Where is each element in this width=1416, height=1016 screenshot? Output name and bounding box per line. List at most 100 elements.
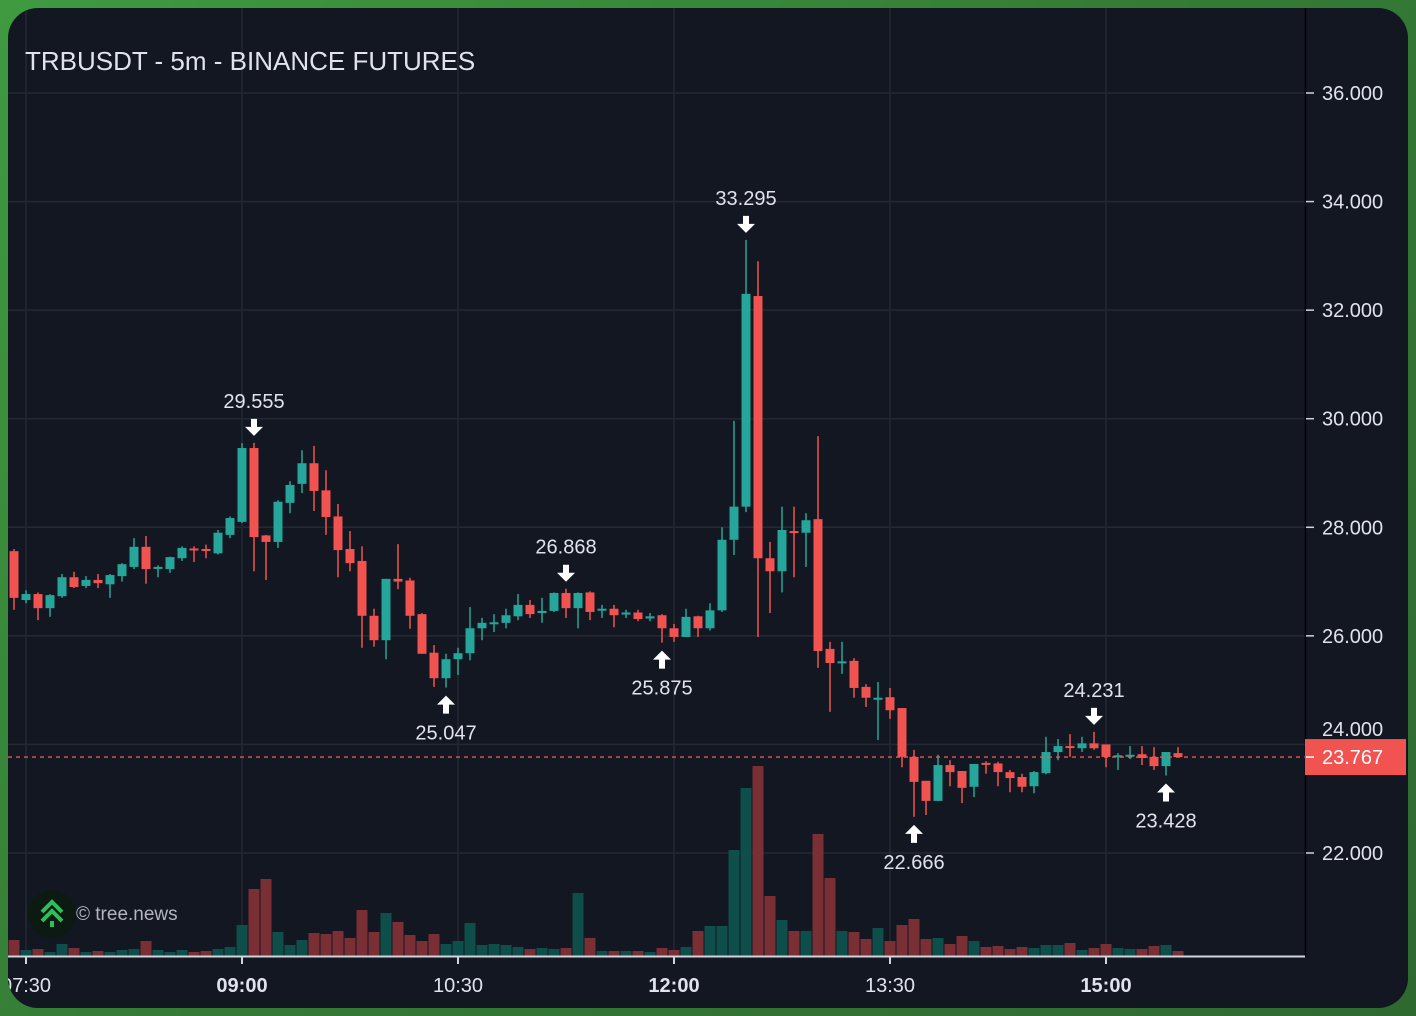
volume-bar	[824, 878, 836, 956]
candle-body	[333, 516, 343, 551]
price-tick-label: 22.000	[1322, 843, 1383, 865]
candle-body	[57, 577, 67, 597]
candle-body	[609, 608, 619, 616]
candle-body	[717, 539, 727, 611]
candle	[405, 577, 415, 629]
candle-body	[33, 594, 43, 609]
candle-body	[549, 592, 559, 611]
high-price-label: 29.555	[223, 391, 284, 413]
candle	[873, 682, 883, 741]
candle	[633, 609, 643, 622]
low-marker: 23.428	[1135, 783, 1197, 832]
candle	[297, 450, 307, 494]
arrow-down-icon	[245, 418, 263, 436]
volume-bar	[632, 951, 644, 956]
candle-body	[585, 592, 595, 612]
candle	[273, 500, 283, 548]
candle	[357, 546, 367, 648]
candle-body	[561, 592, 571, 609]
tree-news-logo-icon	[28, 890, 76, 938]
volume-bar	[1112, 948, 1124, 956]
candle-body	[1077, 743, 1087, 749]
candle-body	[381, 578, 391, 641]
candle-body	[765, 558, 775, 572]
candle	[585, 591, 595, 621]
candle-body	[981, 762, 991, 765]
candle	[501, 608, 511, 629]
candle-body	[753, 296, 763, 559]
volume-bar	[320, 934, 332, 956]
candle-body	[537, 610, 547, 614]
candle	[417, 613, 427, 654]
candle	[969, 763, 979, 798]
candle-body	[225, 518, 235, 535]
candle	[765, 541, 775, 614]
candle-body	[525, 604, 535, 615]
chart-title: TRBUSDT - 5m - BINANCE FUTURES	[25, 46, 476, 76]
low-price-label: 25.875	[631, 678, 692, 700]
candle	[309, 445, 319, 512]
candle	[789, 506, 799, 578]
candle	[1137, 746, 1147, 766]
last-price-label: 23.767	[1305, 739, 1406, 776]
candle-body	[1053, 746, 1063, 753]
high-marker: 33.295	[715, 188, 777, 233]
volume-bar	[452, 941, 464, 956]
volume-bar	[1136, 949, 1148, 956]
annotations: 29.555 25.047 26.868 25.875 33.295 22.666 24.2…	[223, 188, 1196, 874]
candle	[813, 436, 823, 668]
arrow-up-icon	[1157, 783, 1175, 802]
time-tick-label: 13:30	[865, 975, 915, 997]
candle-body	[1137, 754, 1147, 758]
volume-bar	[656, 948, 668, 956]
candle	[861, 684, 871, 707]
candle-body	[933, 765, 943, 801]
volume-bar	[908, 919, 920, 956]
candle	[81, 576, 91, 589]
candle	[1077, 736, 1087, 753]
volume-bar	[1124, 949, 1136, 956]
candle-body	[297, 463, 307, 484]
volume-bar	[104, 952, 116, 956]
arrow-up-icon	[653, 650, 671, 669]
volume-bar	[236, 925, 248, 956]
candle-body	[177, 547, 187, 559]
volume-bar	[692, 931, 704, 956]
last-price-value: 23.767	[1322, 747, 1383, 769]
candle-body	[777, 530, 787, 572]
candle	[465, 607, 475, 661]
candle	[1017, 773, 1027, 793]
price-axis[interactable]: 22.000 24.000 26.000 28.000 30.000 32.000 34.0…	[1306, 83, 1383, 865]
arrow-up-icon	[905, 824, 923, 843]
volume-bar	[536, 948, 548, 956]
candle-body	[825, 648, 835, 663]
candle-body	[321, 490, 331, 517]
candle	[885, 687, 895, 719]
volume-bar	[740, 788, 752, 956]
volume-bar	[1016, 947, 1028, 956]
candle-body	[21, 594, 31, 601]
candle-body	[453, 653, 463, 660]
candle-body	[441, 659, 451, 679]
time-axis[interactable]: 07:30 09:00 10:30 12:00 13:30 15:00	[8, 957, 1132, 997]
candle	[1101, 744, 1111, 768]
high-price-label: 33.295	[715, 188, 776, 210]
candle-body	[1041, 752, 1051, 774]
candle	[141, 535, 151, 584]
volume-bar	[1160, 945, 1172, 956]
candlestick-chart[interactable]: 29.555 25.047 26.868 25.875 33.295 22.666 24.2…	[8, 8, 1408, 1008]
volume-bar	[800, 931, 812, 956]
volume-bar	[428, 934, 440, 956]
volume-bar	[404, 935, 416, 956]
volume-bar	[356, 910, 368, 956]
candle	[393, 544, 403, 590]
candle	[693, 615, 703, 637]
candle	[213, 530, 223, 555]
candle-body	[1113, 755, 1123, 758]
volume-bar	[248, 889, 260, 956]
candle-body	[393, 578, 403, 582]
candle	[741, 239, 751, 513]
volume-bar	[584, 938, 596, 956]
candle-body	[573, 592, 583, 609]
low-price-label: 22.666	[883, 852, 944, 874]
